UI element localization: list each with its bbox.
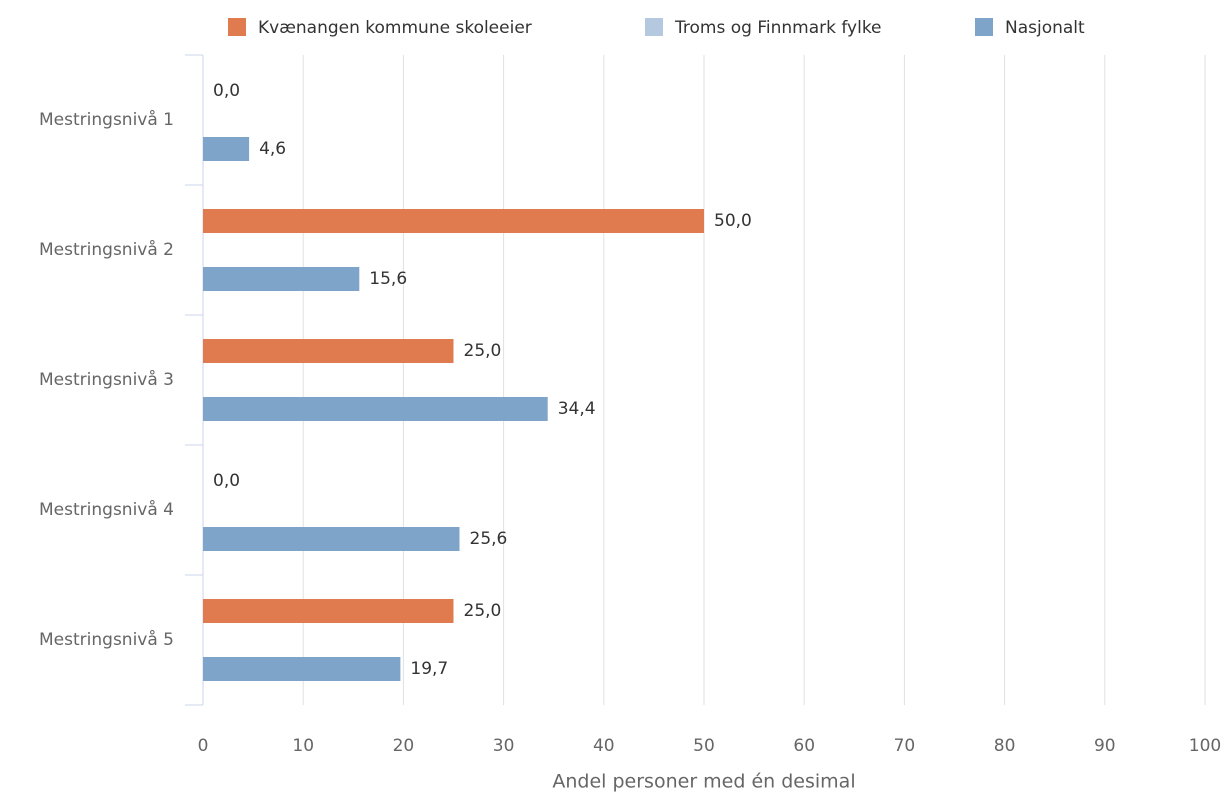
y-tick-label: Mestringsnivå 1 — [39, 109, 174, 130]
y-tick-label: Mestringsnivå 2 — [39, 239, 174, 260]
bar — [203, 397, 548, 421]
y-tick-label: Mestringsnivå 5 — [39, 629, 174, 650]
x-tick-label: 30 — [493, 736, 515, 756]
value-label: 0,0 — [213, 81, 240, 101]
x-tick-label: 80 — [994, 736, 1016, 756]
legend-swatch — [228, 18, 246, 36]
value-label: 25,6 — [470, 529, 508, 549]
value-label: 0,0 — [213, 471, 240, 491]
bar — [203, 267, 360, 291]
y-tick-label: Mestringsnivå 4 — [39, 499, 174, 520]
category-ticks — [185, 54, 203, 706]
value-label: 25,0 — [464, 341, 502, 361]
value-label: 15,6 — [369, 269, 407, 289]
x-axis-title: Andel personer med én desimal — [552, 771, 855, 793]
legend-swatch — [975, 18, 993, 36]
bar — [203, 599, 454, 623]
bar — [203, 137, 250, 161]
value-label: 50,0 — [714, 211, 752, 231]
bar — [203, 527, 460, 551]
legend-label: Kvænangen kommune skoleeier — [258, 18, 532, 38]
bar — [203, 657, 401, 681]
x-tick-label: 10 — [292, 736, 314, 756]
x-tick-label: 50 — [693, 736, 715, 756]
value-label: 25,0 — [464, 601, 502, 621]
x-tick-label: 90 — [1094, 736, 1116, 756]
x-tick-label: 70 — [894, 736, 916, 756]
value-label: 19,7 — [410, 659, 448, 679]
x-tick-label: 60 — [793, 736, 815, 756]
legend-label: Nasjonalt — [1005, 18, 1085, 38]
x-tick-label: 20 — [393, 736, 415, 756]
x-tick-label: 40 — [593, 736, 615, 756]
x-tick-label: 100 — [1189, 736, 1221, 756]
y-tick-label: Mestringsnivå 3 — [39, 369, 174, 390]
value-label: 34,4 — [558, 399, 596, 419]
bar — [203, 339, 454, 363]
bar — [203, 209, 704, 233]
value-label: 4,6 — [259, 139, 286, 159]
x-tick-label: 0 — [198, 736, 209, 756]
legend-swatch — [645, 18, 663, 36]
legend-label: Troms og Finnmark fylke — [674, 18, 882, 38]
